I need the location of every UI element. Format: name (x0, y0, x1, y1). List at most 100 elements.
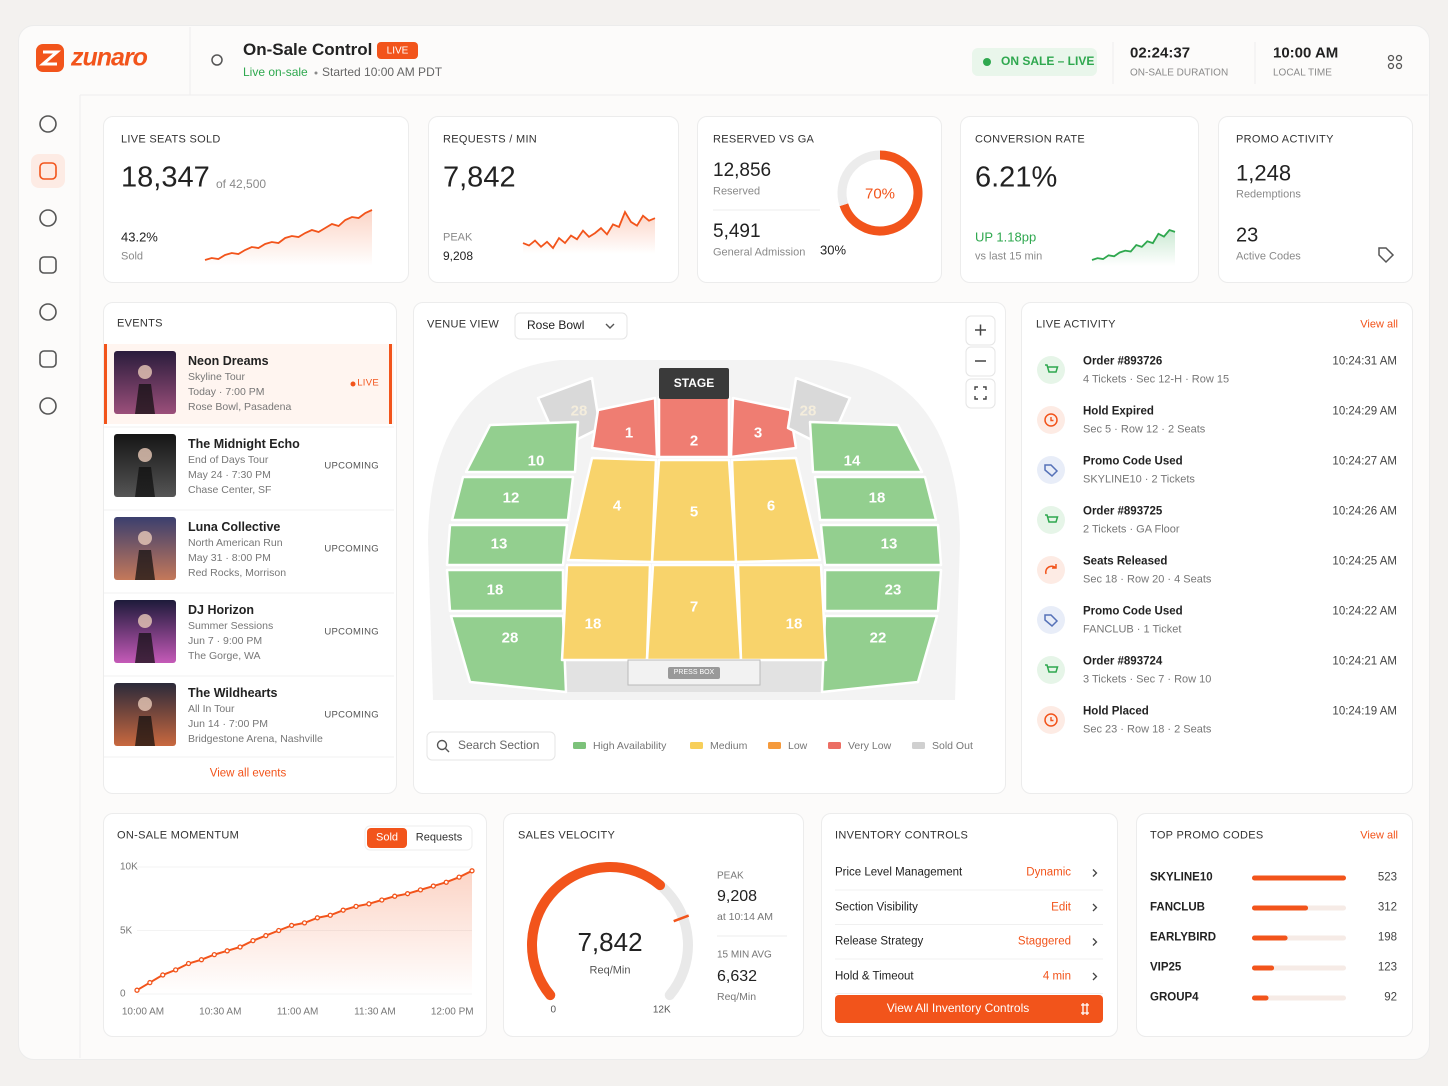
event-thumbnail (114, 351, 176, 414)
categories: 12:00 PM (430, 1006, 474, 1018)
legend-swatch (573, 742, 586, 749)
label: 18 (584, 615, 602, 633)
categories: 10:00 AM (121, 1006, 165, 1018)
status: UPCOMING (324, 709, 379, 721)
glyph (1044, 564, 1057, 575)
title: Order #893725 (1083, 505, 1163, 518)
change-label: vs last 15 min (975, 250, 1043, 263)
search[interactable]: Search Section (458, 738, 540, 753)
title: SALES VELOCITY (518, 829, 616, 842)
status-pill (972, 48, 1097, 76)
title: Order #893726 (1083, 355, 1163, 368)
detail: 4 Tickets · Sec 12-H · Row 15 (1083, 373, 1230, 386)
date: May 31 · 8:00 PM (188, 551, 271, 564)
label: 13 (490, 535, 508, 553)
sparkline-area (523, 212, 655, 254)
label: REQUESTS / MIN (443, 133, 538, 146)
categories: SKYLINE10 (1150, 871, 1213, 884)
event-thumbnail (114, 600, 176, 663)
name[interactable]: Neon Dreams (188, 353, 269, 368)
toggles[interactable]: Requests (415, 831, 463, 844)
venue: Bridgestone Arena, Nashville (188, 732, 323, 745)
value[interactable]: 4 min (1042, 969, 1071, 982)
date: Jun 7 · 9:00 PM (188, 634, 263, 647)
performer (138, 448, 152, 462)
activity-icon (1037, 556, 1065, 584)
value[interactable]: Staggered (1017, 935, 1071, 948)
search-icon (436, 739, 448, 751)
tour: Summer Sessions (188, 619, 274, 632)
toggles[interactable]: Sold (375, 831, 399, 844)
duration: 02:24:37 (1130, 44, 1191, 62)
title: ON-SALE MOMENTUM (117, 829, 240, 842)
seat-section (445, 568, 565, 613)
glyph (1045, 364, 1059, 373)
icon (211, 54, 223, 66)
name: Very Low (848, 739, 892, 752)
status: ON SALE – LIVE (1001, 54, 1095, 69)
detail: SKYLINE10 · 2 Tickets (1083, 473, 1195, 486)
name[interactable]: The Wildhearts (188, 685, 278, 700)
zoom-button (965, 378, 996, 409)
label: LIVE SEATS SOLD (121, 133, 221, 146)
local-time: 10:00 AM (1273, 44, 1339, 62)
performer (135, 633, 155, 663)
value: 6.21% (975, 161, 1058, 194)
label: 5 (689, 503, 699, 521)
seat-section (819, 523, 943, 567)
kpi-card (1218, 116, 1413, 283)
peak-time: at 10:14 AM (717, 910, 774, 923)
value[interactable]: Dynamic (1026, 866, 1071, 879)
glyph (1044, 614, 1059, 628)
label: 22 (869, 629, 887, 647)
label: 18 (486, 581, 504, 599)
pct: 43.2% (121, 229, 158, 245)
name[interactable]: Luna Collective (188, 519, 281, 534)
peak-marker (673, 914, 690, 923)
event-thumbnail (114, 517, 176, 580)
label: 4 (612, 497, 622, 515)
stage (659, 368, 729, 399)
seat-section (820, 614, 939, 694)
name[interactable]: DJ Horizon (188, 602, 254, 617)
name: Sold Out (932, 739, 973, 752)
name[interactable]: The Midnight Echo (188, 436, 300, 451)
kpi-card (428, 116, 679, 283)
label: 7 (689, 598, 699, 616)
avg: 6,632 (717, 967, 758, 985)
view-all[interactable]: View all (1360, 318, 1398, 331)
label: 28 (501, 629, 519, 647)
yticks: 0 (120, 988, 126, 1000)
event-thumbnail (114, 683, 176, 746)
name: High Availability (593, 739, 667, 752)
selected[interactable]: Rose Bowl (527, 318, 585, 333)
label: 9,208 (717, 887, 758, 905)
redemptions-label: Redemptions (1236, 188, 1301, 201)
title: LIVE ACTIVITY (1036, 318, 1116, 331)
value: 18,347 (121, 161, 210, 194)
name: Medium (710, 739, 748, 752)
bar-track (1252, 965, 1346, 971)
view-all[interactable]: View all (1360, 829, 1398, 842)
label: CONVERSION RATE (975, 133, 1086, 146)
time: 10:24:29 AM (1332, 405, 1397, 418)
point (263, 932, 269, 939)
footer[interactable]: View all events (209, 767, 287, 780)
legend-swatch (768, 742, 781, 749)
label: Release Strategy (835, 935, 924, 948)
point (366, 901, 372, 907)
legend-swatch (912, 742, 925, 749)
status: UPCOMING (324, 460, 379, 472)
logo-glyph (38, 50, 62, 66)
button[interactable]: View All Inventory Controls (886, 1001, 1030, 1016)
label: 14 (843, 452, 861, 470)
chevron (605, 323, 615, 329)
value[interactable]: Edit (1051, 900, 1071, 913)
title: Hold Expired (1083, 405, 1154, 418)
sparkline-area (205, 210, 372, 266)
value-labels: 30% (820, 242, 847, 258)
press-box (668, 667, 720, 679)
point (340, 907, 346, 913)
brand: zunaro (71, 43, 148, 72)
seat-section (464, 420, 580, 474)
